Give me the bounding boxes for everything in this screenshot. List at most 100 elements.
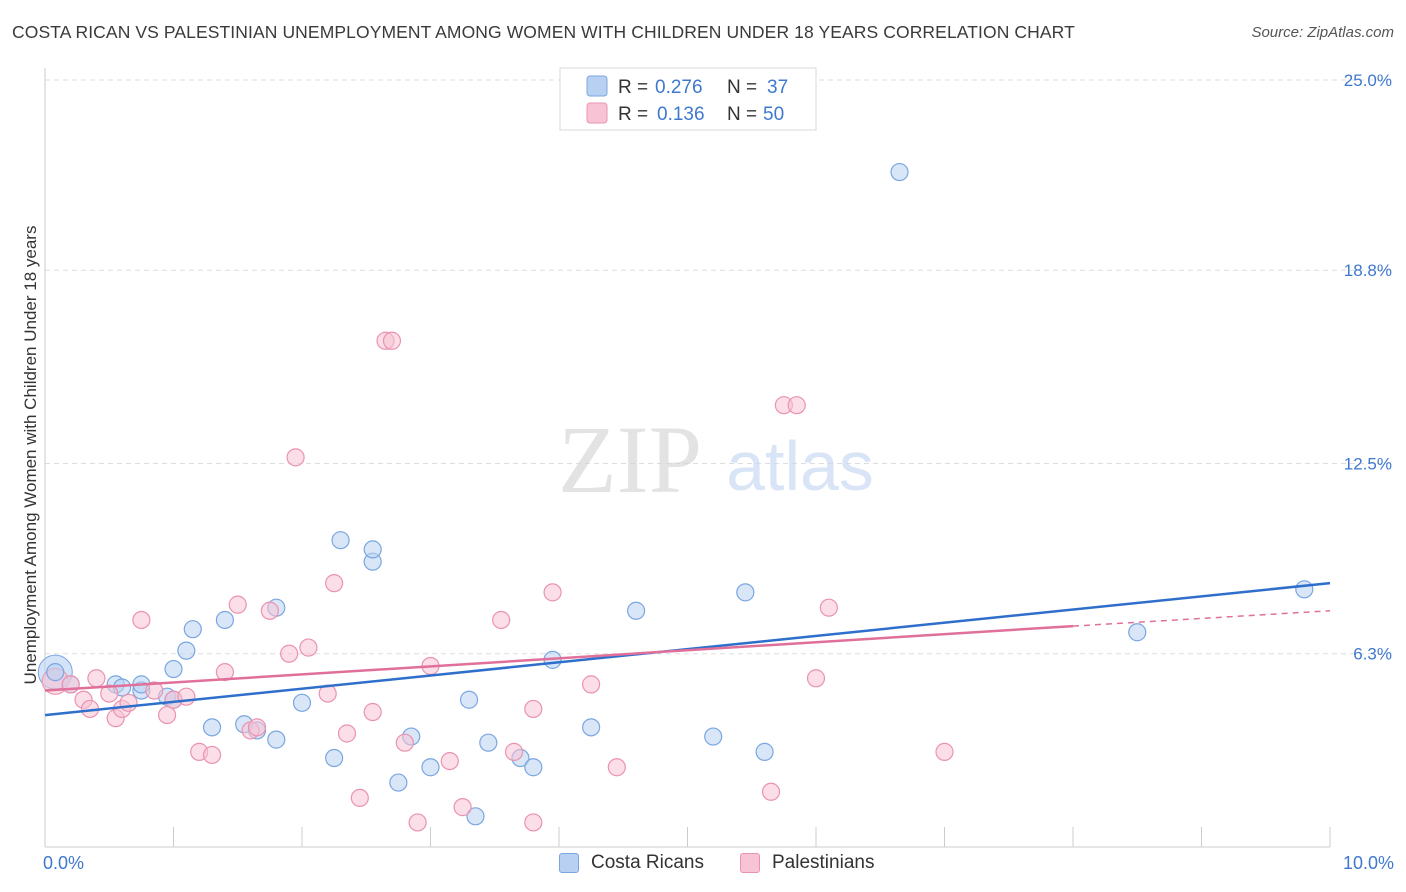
legend-r-label-1: R = [618, 77, 653, 98]
costa-rican-point [215, 610, 234, 630]
palestinian-point [543, 583, 562, 602]
costa-rican-point [736, 583, 755, 602]
palestinian-point [408, 813, 427, 832]
palestinians-trend-line [44, 624, 1074, 692]
legend-swatch-pink [740, 853, 760, 873]
grid-lines [45, 79, 1395, 655]
costa-rican-point [755, 742, 774, 761]
palestinian-point [202, 745, 222, 765]
y-axis-label: Unemployment Among Women with Children U… [21, 226, 40, 685]
y-tick-label: 6.3% [1353, 645, 1392, 664]
axes [44, 68, 1331, 848]
palestinian-point [177, 687, 196, 706]
costa-rican-point [704, 727, 723, 746]
legend-label-costa-ricans: Costa Ricans [591, 852, 704, 873]
palestinian-point [607, 758, 626, 777]
costa-rican-point [524, 758, 543, 777]
palestinian-point [280, 644, 299, 663]
palestinian-point [132, 610, 151, 630]
costa-rican-point [292, 693, 312, 712]
palestinian-point [215, 663, 234, 682]
palestinian-point [935, 742, 954, 761]
costa-rican-point [479, 733, 498, 752]
costa-rican-point [466, 807, 485, 826]
legend-top: R = 0.276 N = 37 R = 0.136 N = 50 [559, 67, 817, 131]
costa-rican-point [267, 730, 286, 749]
costa-rican-point [626, 601, 646, 620]
palestinian-point [260, 601, 279, 620]
costa-rican-point [1295, 580, 1314, 599]
legend-item-costa-ricans: Costa Ricans [559, 852, 704, 874]
palestinian-point [87, 669, 106, 688]
legend-swatch-blue [559, 853, 579, 873]
legend-bottom: Costa Ricans Palestinians [0, 852, 1406, 876]
svg-text:R = 0.276 N =: R = 0.276 N = 37 [618, 77, 788, 98]
costa-rican-point [183, 620, 202, 639]
palestinian-point [286, 448, 305, 467]
costa-rican-point [164, 659, 183, 679]
palestinian-point [350, 788, 369, 808]
x-tick-label: 0.0% [43, 853, 84, 873]
watermark-zip: ZIP [558, 406, 702, 513]
legend-r-label-2: R = [618, 104, 653, 125]
palestinian-point [492, 610, 511, 630]
costa-rican-point [421, 758, 440, 777]
costa-rican-point [46, 663, 65, 682]
legend-label-palestinians: Palestinians [772, 852, 875, 873]
palestinian-point [382, 331, 402, 350]
costa-rican-point [389, 773, 408, 792]
costa-rican-point [459, 690, 479, 709]
palestinian-point [524, 699, 543, 719]
palestinian-point [806, 669, 826, 688]
palestinian-point [453, 798, 472, 817]
legend-r-value-1: 0.276 [655, 77, 703, 98]
palestinian-point [787, 396, 806, 415]
legend-n-value-2: 50 [763, 104, 784, 125]
costa-rican-point [177, 641, 196, 660]
y-tick-label: 25.0% [1344, 71, 1392, 90]
watermark-atlas: atlas [726, 427, 874, 505]
legend-n-label-1: N = [727, 77, 762, 98]
palestinian-point [363, 702, 382, 722]
trend-lines [44, 581, 1331, 717]
chart-source: Source: ZipAtlas.com [1251, 24, 1394, 41]
palestinians-trend-extension [1072, 610, 1331, 627]
costa-rican-point [890, 162, 909, 182]
costa-rican-point [582, 718, 601, 737]
palestinian-point [119, 693, 138, 712]
palestinian-point [228, 595, 247, 614]
y-tick-labels: 6.3% 12.5% 18.8% 25.0% [1344, 71, 1392, 664]
palestinian-point [395, 733, 414, 752]
y-tick-label: 12.5% [1344, 455, 1392, 474]
palestinian-point [761, 782, 781, 801]
palestinian-point [299, 638, 318, 657]
costa-rican-point [202, 718, 222, 737]
palestinian-point [504, 742, 524, 761]
chart-title: COSTA RICAN VS PALESTINIAN UNEMPLOYMENT … [12, 22, 1075, 42]
palestinian-point [337, 724, 357, 743]
costa-rican-point [363, 540, 382, 559]
costa-rican-point [325, 748, 344, 768]
data-points [37, 162, 1314, 832]
y-tick-label: 18.8% [1344, 261, 1392, 280]
palestinian-point [145, 681, 164, 700]
legend-item-palestinians: Palestinians [740, 852, 874, 874]
palestinian-point [100, 684, 119, 703]
palestinian-point [819, 598, 838, 617]
palestinian-point [524, 813, 543, 832]
legend-r-value-2: 0.136 [657, 104, 705, 125]
costa-rican-point [1128, 623, 1147, 642]
costa-rican-point [331, 531, 350, 550]
legend-swatch-palestinians [586, 102, 608, 124]
svg-text:R = 0.136 N =: R = 0.136 N = 50 [618, 104, 784, 125]
palestinian-point [440, 751, 459, 771]
palestinian-point [157, 705, 177, 725]
palestinian-point [582, 675, 601, 694]
legend-swatch-costa-ricans [586, 75, 608, 97]
legend-n-label-2: N = [727, 104, 762, 125]
x-tick-labels: 0.0% 10.0% [43, 853, 1394, 873]
legend-n-value-1: 37 [767, 77, 788, 98]
palestinian-point [325, 574, 344, 593]
palestinian-point [247, 718, 267, 737]
